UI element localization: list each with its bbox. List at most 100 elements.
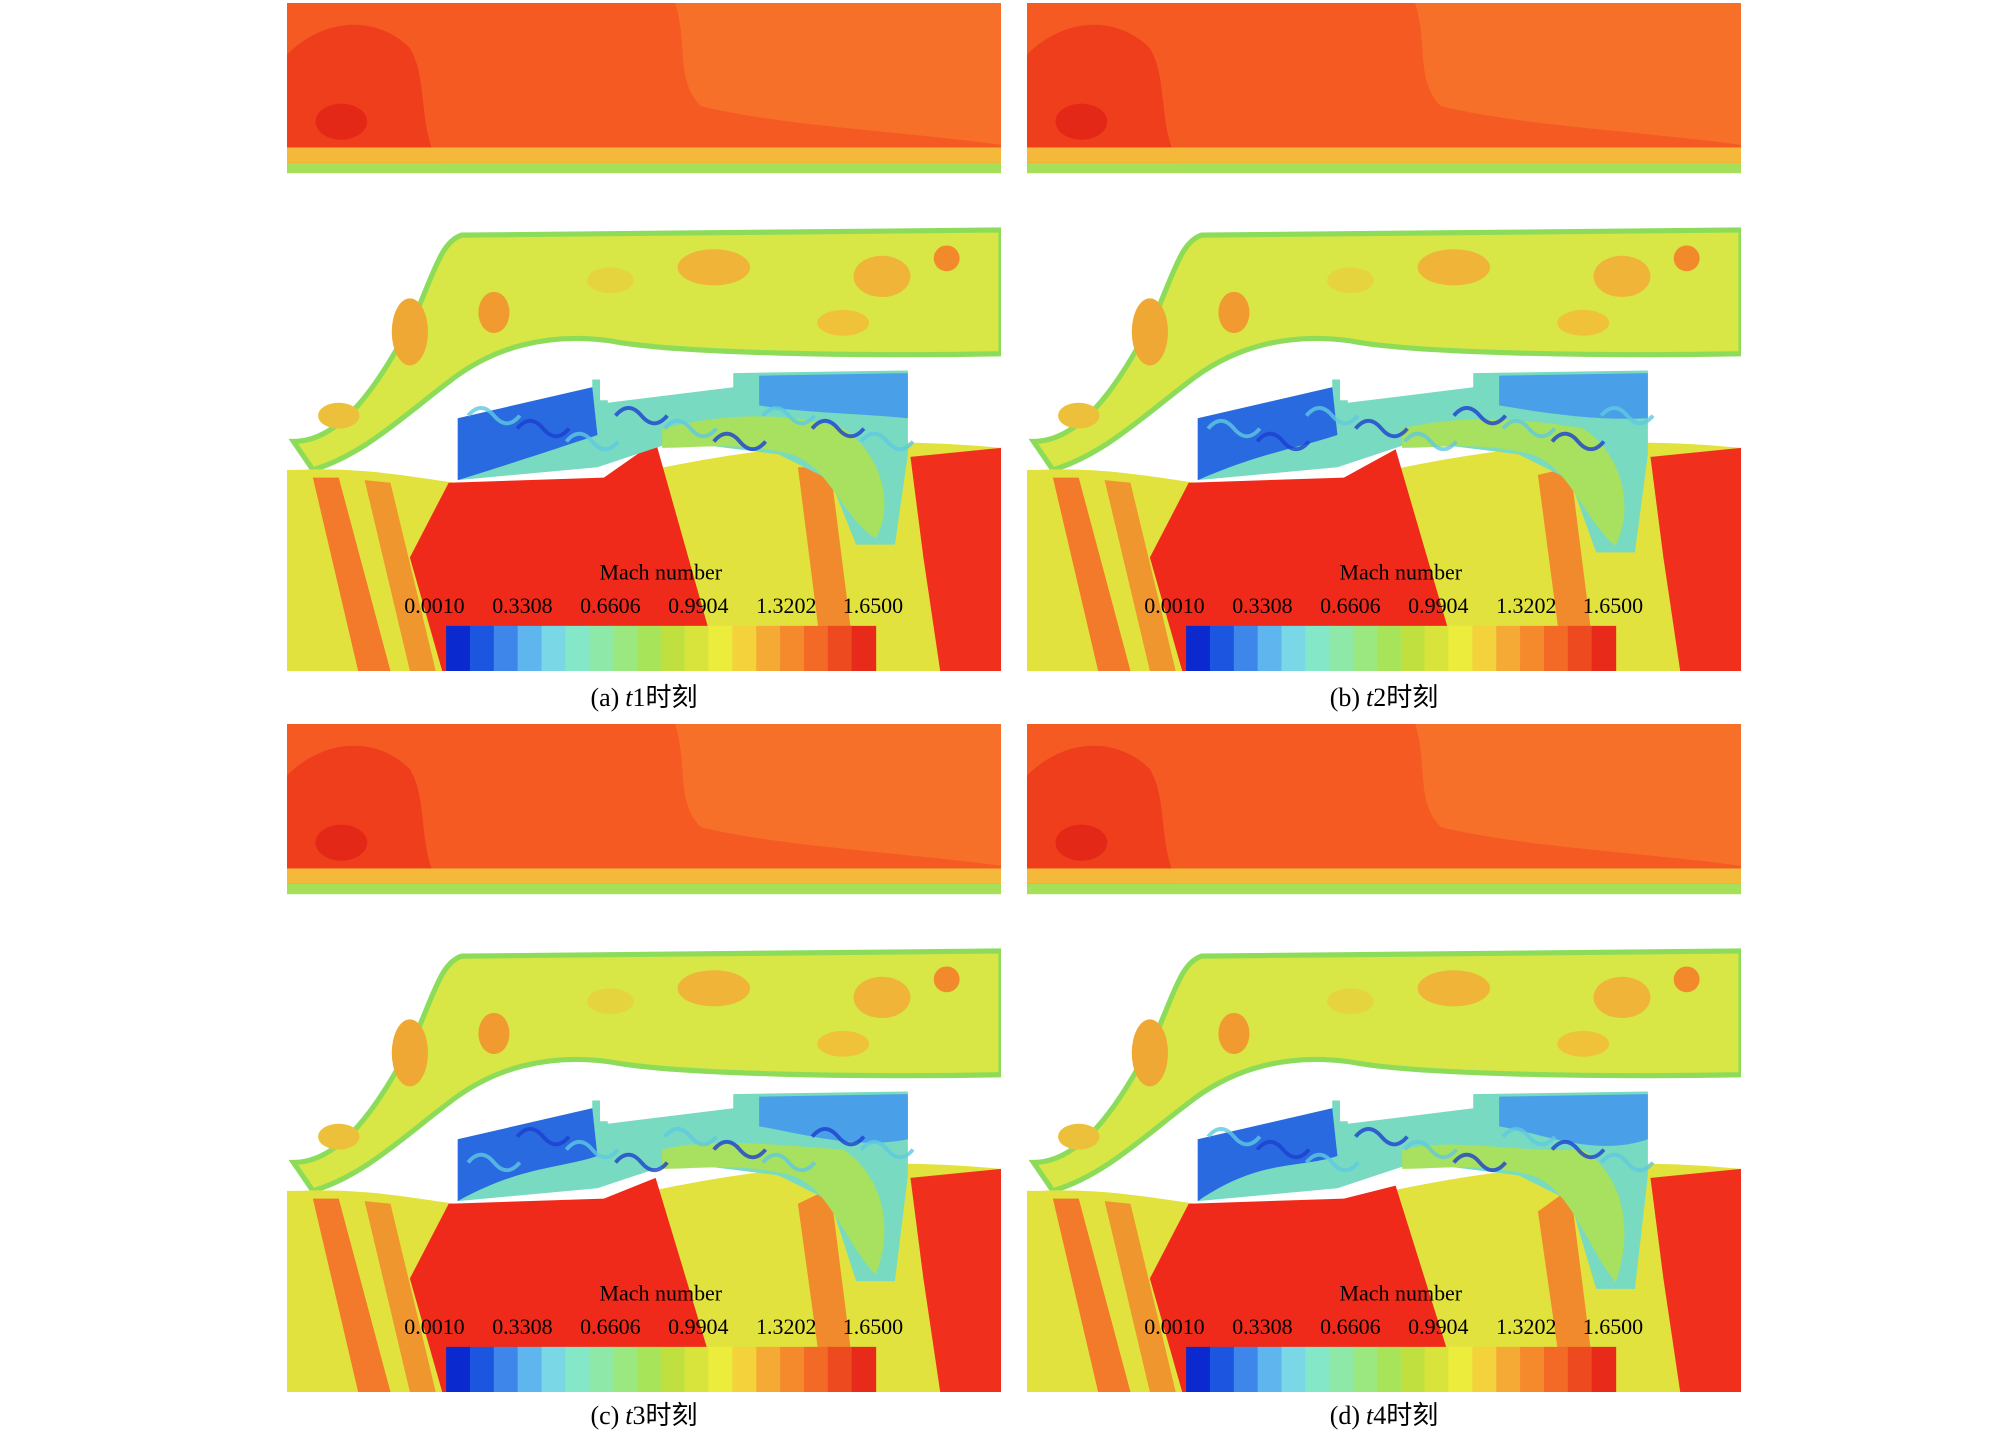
vortex-region [1499,1094,1648,1146]
colorbar-step [517,1346,543,1392]
mixing-layer [662,1142,885,1275]
vortex-streak [1550,1139,1606,1160]
lower-streak [312,1198,391,1392]
colorbar-tick-label: 0.9904 [668,593,728,618]
caption-index: 2 [1373,683,1387,712]
colorbar-step [1567,1346,1593,1392]
colorbar-step [1281,1346,1307,1392]
channel-spot [1131,298,1168,366]
caption-symbol: t [1366,683,1374,712]
colorbar-step [1543,1346,1569,1392]
colorbar-step [636,1346,662,1392]
channel-spot [933,966,960,993]
colorbar-step [493,625,519,671]
vortex-streak [1452,406,1508,426]
colorbar-step [660,625,686,671]
caption-suffix: 时刻 [645,1401,698,1430]
caption-label: (c) [590,1401,620,1430]
vortex-streak [1501,1127,1557,1147]
channel-spot [1673,966,1700,993]
colorbar-step [613,1346,638,1392]
colorbar-tick-label: 0.6606 [1320,593,1380,618]
red-core [1149,1185,1461,1392]
colorbar-step [1186,625,1211,671]
colorbar-step [780,625,805,671]
colorbar-step [1400,1346,1426,1392]
channel-spot [1557,1030,1610,1057]
colorbar-step [827,1346,853,1392]
hot-spot [1055,824,1108,861]
channel-spot [1218,291,1250,334]
colorbar-tick-label: 1.3202 [1496,593,1556,618]
vortex-region [759,1094,908,1143]
colorbar-step [732,1346,757,1392]
boundary-edge [287,883,1001,895]
caption-label: (a) [590,683,620,712]
vortex-streak [810,1127,866,1147]
vortex-streak [1354,418,1409,439]
colorbar-step [541,625,567,671]
colorbar-step [780,1346,805,1392]
colorbar-step [684,1346,710,1392]
vortex-streak [810,418,866,439]
colorbar-tick-label: 0.3308 [1232,1314,1292,1339]
lower-streak [1052,1198,1131,1392]
colorbar-tick-label: 0.6606 [580,1314,640,1339]
colorbar-step [708,1346,734,1392]
colorbar-step [803,625,829,671]
colorbar-tick-label: 0.0010 [404,1314,464,1339]
colorbar-step [589,1346,614,1392]
channel-spot [933,245,960,272]
colorbar-tick-label: 1.3202 [756,1314,816,1339]
colorbar-step [517,625,543,671]
colorbar-step [1257,625,1283,671]
boundary-layer [1027,147,1741,163]
red-core [409,441,721,671]
colorbar-step [1329,1346,1354,1392]
hot-spot [1055,103,1108,140]
boundary-edge [287,162,1001,174]
colorbar-tick-label: 1.6500 [1583,1314,1643,1339]
colorbar-step [1186,1346,1211,1392]
colorbar-step [1496,625,1521,671]
colorbar-step [1329,625,1354,671]
colorbar-step [1472,1346,1497,1392]
caption: (b) t2时刻 [1027,683,1741,713]
channel-spot [391,1019,428,1087]
colorbar-step [1376,1346,1402,1392]
colorbar-step [1543,625,1569,671]
vortex-streak [859,431,915,452]
colorbar-step [565,625,590,671]
colorbar-step [1567,625,1593,671]
colorbar-step [1520,1346,1545,1392]
boundary-edge [1027,883,1741,895]
colorbar-step [1281,625,1307,671]
colorbar-tick-label: 0.6606 [1320,1314,1380,1339]
colorbar-step [660,1346,686,1392]
lower-streak [1104,480,1176,671]
colorbar-step [1305,625,1330,671]
colorbar-title: Mach number [1339,1280,1462,1305]
colorbar-step [1257,1346,1283,1392]
red-right [1650,1168,1741,1392]
lower-streak [1104,1201,1176,1392]
red-core [409,1177,721,1392]
upper-stream-light [1415,3,1741,145]
channel-spot [318,402,360,429]
channel-spot [677,249,751,286]
vortex-streak [1403,1139,1458,1160]
vortex-streak [712,1139,768,1160]
colorbar-step [1233,625,1259,671]
colorbar-tick-label: 0.0010 [1144,1314,1204,1339]
colorbar-step [1591,625,1617,671]
colorbar-tick-label: 0.6606 [580,593,640,618]
channel-spot [391,298,428,366]
colorbar-step [1448,625,1474,671]
vortex-streak [1550,431,1606,452]
channel-spot [1131,1019,1168,1087]
channel-spot [817,1030,870,1057]
colorbar-step [708,625,734,671]
vortex-region [457,1108,598,1202]
channel-spot [1673,245,1700,272]
